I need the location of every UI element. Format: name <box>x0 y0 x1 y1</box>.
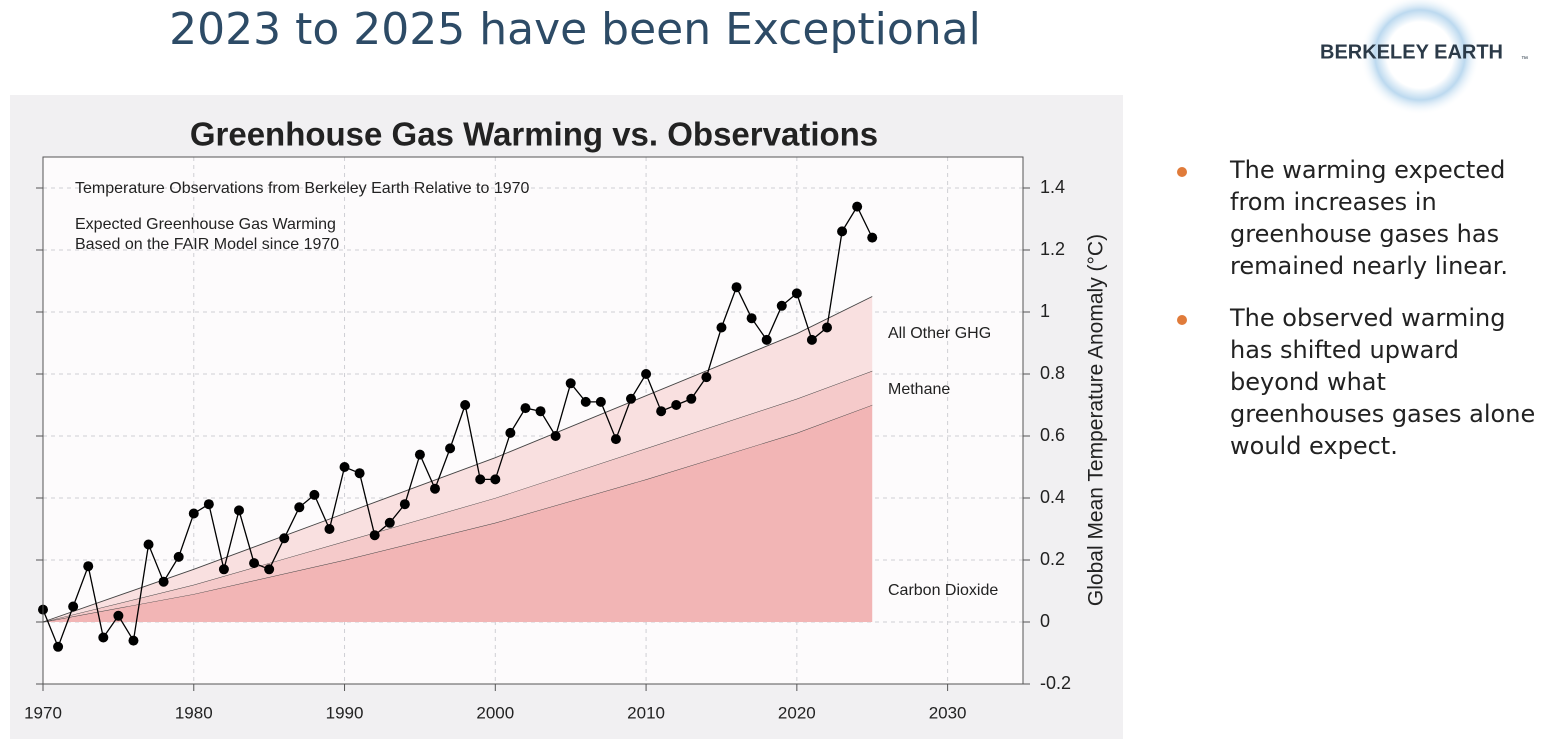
point <box>460 400 471 410</box>
point <box>53 641 64 652</box>
point <box>128 635 139 646</box>
y-tick-label: -0.2 <box>1040 673 1071 693</box>
point <box>626 393 636 404</box>
point <box>143 539 154 550</box>
bullet: The observed warming has shifted upward … <box>1172 302 1544 462</box>
point <box>309 489 320 500</box>
point <box>264 564 275 575</box>
point <box>173 551 184 562</box>
point <box>535 406 546 417</box>
point <box>113 610 124 621</box>
point <box>399 499 410 510</box>
bullet-list: The warming expected from increases in g… <box>1172 154 1544 482</box>
point <box>414 449 425 460</box>
line <box>42 205 873 649</box>
point <box>837 226 848 237</box>
chart-title: Greenhouse Gas Warming vs. Observations <box>190 116 878 153</box>
area-label: All Other GHG <box>888 325 991 342</box>
point <box>430 483 440 494</box>
point <box>852 201 863 212</box>
legend-observations: Temperature Observations from Berkeley E… <box>75 180 530 197</box>
area <box>43 405 873 622</box>
point <box>716 322 727 333</box>
y-tick-label: 1 <box>1040 301 1050 321</box>
x-tick-label: 2010 <box>627 703 665 722</box>
y-tick-label: 0.6 <box>1040 425 1065 445</box>
point <box>791 288 802 299</box>
y-tick-label: 0.4 <box>1040 487 1065 507</box>
logo-glow <box>1360 0 1480 115</box>
point <box>203 499 214 510</box>
point <box>324 524 335 534</box>
point <box>339 462 350 472</box>
y-tick-label: 0.8 <box>1040 363 1065 383</box>
point <box>158 576 169 587</box>
point <box>279 533 290 544</box>
point <box>595 396 606 407</box>
point <box>445 443 456 454</box>
point <box>565 378 576 389</box>
point <box>761 334 772 345</box>
point <box>475 474 486 485</box>
point <box>83 561 94 572</box>
slide-title: 2023 to 2025 have been Exceptional <box>169 4 981 55</box>
logo-mark: ™ <box>1521 56 1528 63</box>
point <box>354 468 365 479</box>
annotation: Expected Greenhouse Gas Warming <box>75 216 336 233</box>
x-tick-label: 1970 <box>24 703 62 722</box>
y-tick-label: 0.2 <box>1040 549 1065 569</box>
y-tick-label: 1.4 <box>1040 177 1065 197</box>
area-label: Carbon Dioxide <box>888 582 998 599</box>
point <box>701 372 712 383</box>
x-tick-label: 2020 <box>778 703 816 722</box>
x-tick-label: 1990 <box>326 703 364 722</box>
point <box>294 502 305 513</box>
point <box>671 400 682 410</box>
point <box>806 334 817 345</box>
logo: BERKELEY EARTH <box>1320 41 1503 63</box>
point <box>218 564 229 575</box>
x-tick-label: 2030 <box>929 703 967 722</box>
point <box>98 632 109 643</box>
point <box>234 505 244 516</box>
y-tick-label: 1.2 <box>1040 239 1065 259</box>
point <box>822 322 832 333</box>
point <box>384 517 395 528</box>
point <box>580 396 591 407</box>
point <box>731 282 742 293</box>
y-axis-label: Global Mean Temperature Anomaly (°C) <box>1085 234 1108 606</box>
point <box>656 406 667 417</box>
point <box>867 232 878 243</box>
point <box>490 474 501 485</box>
x-tick-label: 1980 <box>175 703 213 722</box>
area-edge <box>42 296 873 623</box>
point <box>505 427 516 438</box>
point <box>249 558 260 569</box>
point <box>686 393 697 404</box>
plot-frame <box>42 156 1024 685</box>
point <box>369 530 380 541</box>
point <box>520 403 531 414</box>
area-label: Methane <box>888 381 950 398</box>
point <box>610 434 621 445</box>
point <box>641 369 652 379</box>
annotation: Based on the FAIR Model since 1970 <box>75 236 339 253</box>
point <box>776 300 787 311</box>
y-tick-label: 0 <box>1040 611 1050 631</box>
point <box>746 313 757 324</box>
x-tick-label: 2000 <box>476 703 514 722</box>
point <box>68 601 79 612</box>
point <box>188 508 199 519</box>
point <box>550 431 561 441</box>
bullet: The warming expected from increases in g… <box>1172 154 1544 282</box>
